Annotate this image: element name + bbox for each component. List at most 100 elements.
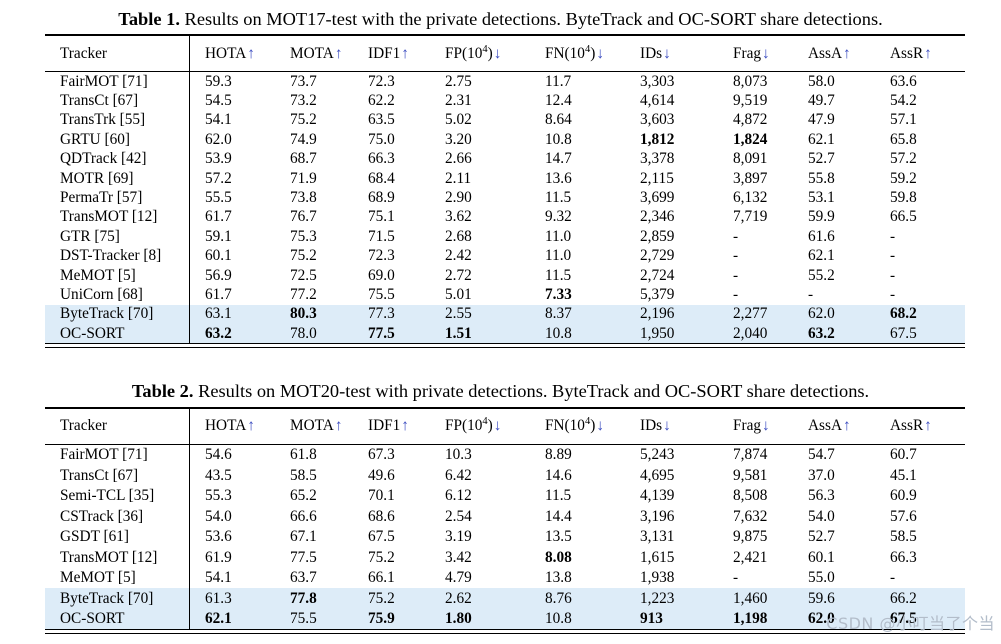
- value-cell: 63.6: [890, 72, 917, 90]
- value-cell: 37.0: [808, 466, 835, 484]
- value-cell: 57.2: [205, 169, 232, 187]
- value-cell: -: [733, 285, 739, 303]
- table-row: TransTrk [55] 54.1 75.2 63.5 5.02 8.64 3,603 4,…: [45, 110, 965, 131]
- value-cell: 61.8: [290, 446, 317, 464]
- value-cell: 49.6: [368, 466, 395, 484]
- value-cell: 5,379: [640, 285, 675, 303]
- column-header: IDs↓: [640, 45, 733, 63]
- value-cell: 71.5: [368, 227, 395, 245]
- arrow-up-icon: ↑: [401, 417, 409, 435]
- value-cell: 2,115: [640, 169, 674, 187]
- value-cell: 2.75: [445, 72, 472, 90]
- value-cell: 2.62: [445, 589, 472, 607]
- table-row: GTR [75] 59.1 75.3 71.5 2.68 11.0 2,859 - 61.6 -: [45, 227, 965, 247]
- value-cell: 59.6: [808, 589, 835, 607]
- value-cell: -: [733, 227, 739, 245]
- table-row: MeMOT [5] 56.9 72.5 69.0 2.72 11.5 2,724 - 55.2 -: [45, 265, 965, 286]
- value-cell: 2.72: [445, 266, 472, 284]
- tracker-name-cell: DST-Tracker [8]: [45, 246, 190, 266]
- value-cell: 77.3: [368, 305, 395, 323]
- value-cell: 1,812: [640, 130, 675, 148]
- value-cell: 63.7: [290, 569, 317, 587]
- column-header-label: FP(10: [445, 417, 483, 435]
- value-cell: 10.8: [545, 324, 572, 342]
- value-cell: 4,614: [640, 92, 675, 110]
- table-row: GRTU [60] 62.0 74.9 75.0 3.20 10.8 1,812 1,824 6…: [45, 130, 965, 150]
- value-cell: 5,243: [640, 446, 675, 464]
- value-cell: 2.54: [445, 507, 472, 525]
- arrow-up-icon: ↑: [843, 417, 851, 435]
- tracker-name-cell: QDTrack [42]: [45, 149, 190, 169]
- value-cell: 54.0: [808, 507, 835, 525]
- value-cell: 59.2: [890, 169, 917, 187]
- value-cell: 2,724: [640, 266, 675, 284]
- value-cell: 66.3: [890, 548, 917, 566]
- value-cell: 52.7: [808, 150, 835, 168]
- value-cell: 67.3: [368, 446, 395, 464]
- value-cell: 11.5: [545, 266, 572, 284]
- value-cell: 6.42: [445, 466, 472, 484]
- column-header-tracker: Tracker: [45, 36, 190, 71]
- value-cell: 13.8: [545, 569, 572, 587]
- value-cell: 66.6: [290, 507, 317, 525]
- column-header-label: Tracker: [60, 417, 108, 435]
- value-cell: -: [890, 266, 896, 284]
- value-cell: 54.7: [808, 446, 835, 464]
- value-cell: 57.2: [890, 150, 917, 168]
- value-cell: 1.51: [445, 324, 472, 342]
- value-cell: -: [890, 247, 896, 265]
- value-cell: -: [733, 266, 739, 284]
- arrow-down-icon: ↓: [762, 417, 770, 435]
- value-cell: 54.0: [205, 507, 232, 525]
- value-cell: 8.08: [545, 548, 572, 566]
- value-cell: 1.80: [445, 610, 472, 628]
- value-cell: 62.0: [808, 610, 835, 628]
- column-header: FP(104)↓: [445, 417, 545, 435]
- table-header-row: Tracker HOTA↑ MOTA↑ IDF1↑ FP(104)↓ FN(104)↓ ID…: [45, 36, 965, 72]
- value-cell: 55.0: [808, 569, 835, 587]
- value-cell: 55.5: [205, 189, 232, 207]
- value-cell: 67.1: [290, 528, 317, 546]
- value-cell: 3,131: [640, 528, 675, 546]
- value-cell: 60.1: [205, 247, 232, 265]
- column-header: FP(104)↓: [445, 44, 545, 63]
- tracker-name-cell: CSTrack [36]: [45, 506, 190, 527]
- value-cell: 71.9: [290, 169, 317, 187]
- table-row: TransMOT [12] 61.7 76.7 75.1 3.62 9.32 2,346 7,…: [45, 207, 965, 228]
- value-cell: 60.9: [890, 487, 917, 505]
- value-cell: 66.2: [890, 589, 917, 607]
- value-cell: 47.9: [808, 111, 835, 129]
- value-cell: 9.32: [545, 208, 572, 226]
- arrow-up-icon: ↑: [401, 44, 409, 62]
- column-header: IDF1↑: [368, 417, 445, 435]
- value-cell: 11.0: [545, 247, 572, 265]
- value-cell: 2.31: [445, 92, 472, 110]
- value-cell: 2.66: [445, 150, 472, 168]
- value-cell: 75.2: [290, 111, 317, 129]
- arrow-down-icon: ↓: [663, 44, 671, 62]
- tracker-name-cell: UniCorn [68]: [45, 285, 190, 305]
- value-cell: 2,859: [640, 227, 675, 245]
- table-header-row: Tracker HOTA↑ MOTA↑ IDF1↑ FP(104)↓ FN(104)↓ ID…: [45, 408, 965, 445]
- arrow-up-icon: ↑: [334, 417, 343, 435]
- value-cell: 6,132: [733, 189, 768, 207]
- table-row: PermaTr [57] 55.5 73.8 68.9 2.90 11.5 3,699 6,1…: [45, 188, 965, 208]
- value-cell: 4.79: [445, 569, 472, 587]
- column-header: HOTA↑: [190, 417, 290, 435]
- value-cell: 56.3: [808, 487, 835, 505]
- arrow-down-icon: ↓: [762, 44, 770, 62]
- column-header-label: MOTA: [290, 417, 334, 435]
- value-cell: 62.0: [205, 130, 232, 148]
- column-header-label: Tracker: [60, 44, 108, 62]
- table1-caption-text: Results on MOT17-test with the private d…: [179, 9, 883, 29]
- column-header-suffix: ): [590, 417, 596, 435]
- value-cell: 7,874: [733, 446, 768, 464]
- tracker-name-cell: TransMOT [12]: [45, 207, 190, 228]
- value-cell: 58.0: [808, 72, 835, 90]
- column-header: MOTA↑: [290, 417, 368, 435]
- column-header: FN(104)↓: [545, 44, 640, 63]
- value-cell: 77.5: [368, 324, 395, 342]
- value-cell: 43.5: [205, 466, 232, 484]
- table2-caption-label: Table 2.: [131, 380, 194, 401]
- value-cell: 54.5: [205, 92, 232, 110]
